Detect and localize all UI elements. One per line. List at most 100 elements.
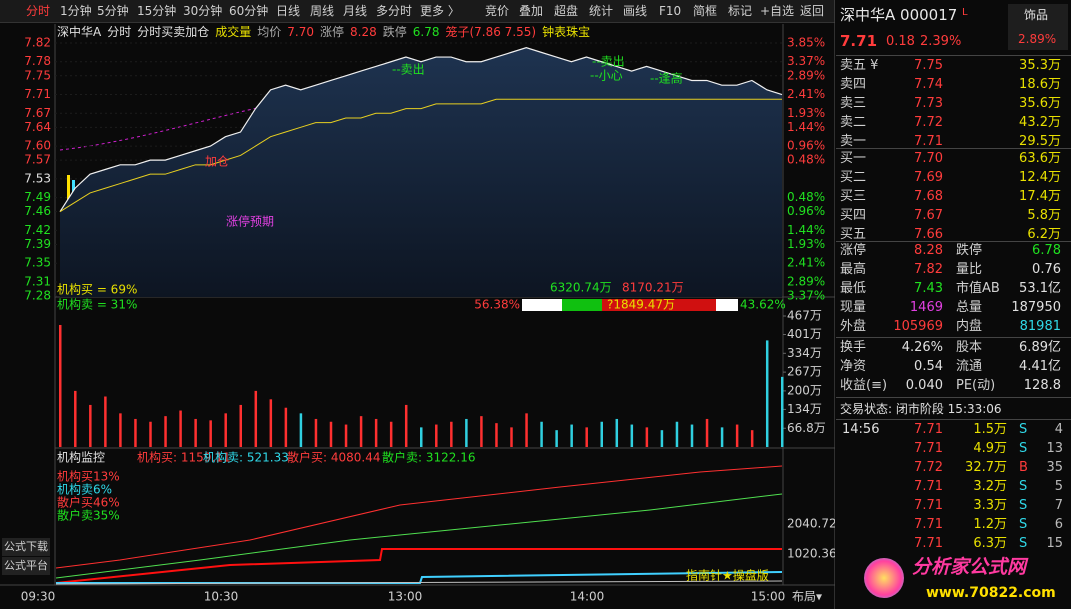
volume-bar (450, 421, 453, 447)
toolbar-tab[interactable]: 分时 (26, 4, 51, 18)
stat-value: 0.040 (905, 378, 943, 393)
volume-bar (404, 404, 408, 447)
indicator-line (55, 548, 782, 584)
stat-label: 最低 (840, 281, 867, 296)
book-label: 卖三 (840, 96, 867, 111)
annotation: 加仓 (205, 155, 229, 169)
book-price: 7.67 (914, 208, 943, 223)
toolbar-tab[interactable]: 日线 (276, 4, 301, 18)
book-vol: 35.3万 (1019, 58, 1061, 73)
price-label: 7.46 (24, 204, 51, 218)
book-vol: 35.6万 (1019, 96, 1061, 111)
stat-label: 市值AB (956, 281, 1000, 296)
tick-time: 14:56 (842, 422, 880, 437)
header-item: 均价 (257, 25, 282, 39)
toolbar-tab[interactable]: 月线 (343, 4, 368, 18)
stat-value: 105969 (893, 319, 943, 334)
header-item: 8.28 (350, 25, 377, 39)
side-menu-item[interactable]: 公式平台 (2, 557, 50, 575)
change: 0.18 (886, 34, 915, 49)
toolbar-tab[interactable]: 竞价 (485, 4, 510, 18)
tick-count: 7 (1054, 498, 1063, 513)
tick-count: 15 (1046, 536, 1063, 551)
toolbar-tab[interactable]: 标记 (728, 4, 753, 18)
book-vol: 17.4万 (1019, 189, 1061, 204)
stat-value: 128.8 (1023, 378, 1061, 393)
indicator-legend: 散户买46% (57, 495, 120, 510)
tick-count: 5 (1054, 479, 1063, 494)
ratio-seg (522, 299, 562, 311)
tick-side: S (1019, 422, 1028, 437)
toolbar-tab[interactable]: 60分钟 (229, 4, 269, 18)
stock-flag: L (962, 7, 968, 18)
volume-bar (74, 390, 77, 447)
stat-label: 收益(≡) (840, 378, 888, 393)
volume-bar (359, 416, 363, 447)
toolbar-tab[interactable]: 30分钟 (183, 4, 223, 18)
percent-label: 2.89% (787, 274, 825, 288)
percent-label: 1.93% (787, 237, 825, 251)
tick-price: 7.71 (914, 498, 943, 513)
volume-bar (269, 399, 273, 447)
toolbar-tab[interactable]: 多分时 (376, 4, 413, 18)
toolbar-tab[interactable]: 返回 (800, 4, 825, 18)
logo-url: www.70822.com (926, 585, 1056, 601)
toolbar-tab[interactable]: 统计 (589, 4, 614, 18)
annotation: --卖出 (592, 55, 625, 69)
price-line (59, 47, 783, 212)
volume-bar (209, 420, 212, 447)
volume-bar (720, 427, 724, 447)
trade-status: 交易状态: 闭市阶段 15:33:06 (840, 402, 1002, 416)
stat-label: 流通 (956, 359, 983, 374)
book-vol: 29.5万 (1019, 134, 1061, 149)
indicator-legend: 散户卖35% (57, 508, 120, 523)
volume-bar (389, 421, 393, 447)
tick-side: S (1019, 536, 1028, 551)
toolbar-tab[interactable]: F10 (659, 4, 682, 18)
percent-label: 0.96% (787, 139, 825, 153)
price: 7.71 (840, 32, 878, 50)
toolbar-tab[interactable]: 叠加 (519, 4, 544, 18)
percent-label: 2.41% (787, 256, 825, 270)
stat-label: 最高 (840, 262, 867, 277)
toolbar-tab[interactable]: +自选 (760, 4, 795, 18)
time-label: 14:00 (570, 590, 605, 604)
toolbar-tab[interactable]: 1分钟 (60, 4, 92, 18)
toolbar-tab[interactable]: 简框 (693, 4, 718, 18)
annotation: --卖出 (392, 63, 425, 77)
volume-bar (615, 418, 619, 447)
toolbar-tab[interactable]: 超盘 (554, 4, 579, 18)
tick-vol: 3.3万 (973, 498, 1007, 513)
ratio-left: 56.38% (474, 298, 520, 312)
percent-label: 0.96% (787, 204, 825, 218)
stat-value: 7.82 (914, 262, 943, 277)
stock-name: 深中华A 000017 (840, 6, 958, 24)
volume-bar (510, 427, 513, 447)
toolbar-tab[interactable]: 5分钟 (97, 4, 129, 18)
volume-bar (104, 396, 107, 447)
volume-bar (540, 421, 543, 447)
volume-bar (555, 430, 558, 447)
book-label: 买二 (840, 170, 867, 185)
side-menu-item[interactable]: 公式下载 (2, 538, 50, 556)
divider (836, 148, 1071, 149)
book-vol: 6.2万 (1027, 227, 1061, 242)
divider (836, 241, 1071, 242)
header-item: 分时 (107, 25, 132, 39)
time-label: 10:30 (204, 590, 239, 604)
price-label: 7.39 (24, 237, 51, 251)
header-item: 深中华A (57, 25, 102, 39)
stat-value: 187950 (1011, 300, 1061, 315)
toolbar-tab[interactable]: 画线 (623, 4, 648, 18)
toolbar-tab[interactable]: 更多 〉 (420, 4, 460, 18)
header-item: 7.70 (287, 25, 314, 39)
header-item: 涨停 (320, 25, 345, 39)
toolbar-tab[interactable]: 周线 (310, 4, 335, 18)
toolbar-tab[interactable]: 15分钟 (137, 4, 177, 18)
book-label: 买一 (840, 151, 867, 166)
price-label: 7.67 (24, 106, 51, 120)
tick-side: S (1019, 479, 1028, 494)
book-price: 7.70 (914, 151, 943, 166)
tick-price: 7.71 (914, 536, 943, 551)
tick-count: 35 (1046, 460, 1063, 475)
